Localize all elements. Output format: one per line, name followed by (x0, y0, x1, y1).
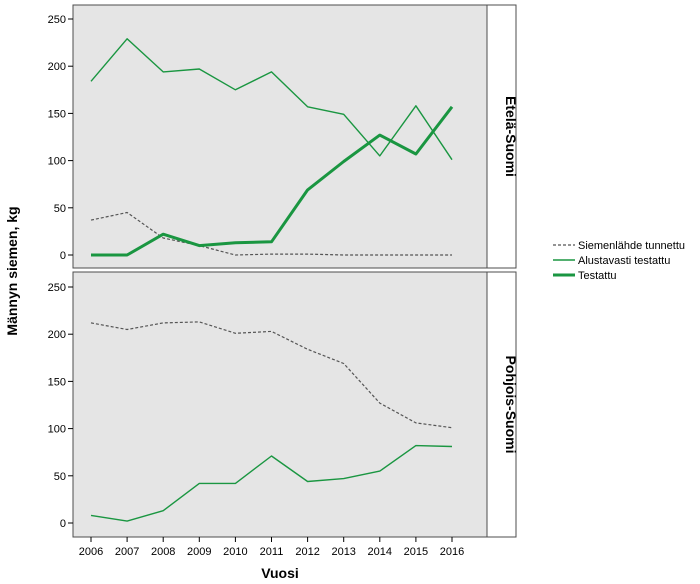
panel-strip (486, 4, 517, 269)
series-line-siemenlähde-tunnettu (90, 321, 453, 429)
y-tick-label: 50 (54, 471, 66, 483)
x-tick-label: 2016 (440, 546, 464, 558)
y-tick-label: 100 (48, 156, 66, 168)
legend: Siemenlähde tunnettu Alustavasti testattu… (553, 240, 685, 282)
y-tick-label: 50 (54, 203, 66, 215)
y-tick-label: 200 (48, 329, 66, 341)
x-axis-title: Vuosi (261, 565, 299, 581)
x-axis: 2006 2007 2008 2009 2010 2011 2012 2013 2014 2015… (79, 537, 464, 558)
x-tick-label: 2009 (187, 546, 211, 558)
y-tick-label: 100 (48, 424, 66, 436)
series-line-alustavasti-testattu (90, 38, 453, 161)
x-tick-label: 2013 (331, 546, 355, 558)
x-tick-label: 2007 (115, 546, 139, 558)
x-tick-label: 2010 (223, 546, 247, 558)
x-tick-label: 2006 (79, 546, 103, 558)
legend-label: Testattu (578, 270, 617, 282)
series-line-testattu (91, 105, 454, 257)
x-tick-label: 2011 (260, 546, 284, 558)
legend-label: Alustavasti testattu (578, 255, 670, 267)
y-tick-label: 0 (60, 518, 66, 530)
plot-area (72, 4, 488, 269)
y-tick-label: 0 (60, 250, 66, 262)
y-tick-label: 250 (48, 282, 66, 294)
panel-strip (486, 271, 517, 538)
panel-1: Pohjois-Suomi 0 50 100 150 200 250 (48, 271, 519, 538)
panel-0: Etelä-Suomi 0 50 100 150 200 250 (48, 4, 519, 269)
legend-label: Siemenlähde tunnettu (578, 240, 685, 252)
x-tick-label: 2008 (151, 546, 175, 558)
plot-area (72, 271, 488, 538)
series-line-alustavasti-testattu (90, 444, 453, 522)
panels-layer: Etelä-Suomi 0 50 100 150 200 250 Pohjois-Suomi 0… (48, 4, 519, 538)
series-line-siemenlähde-tunnettu (90, 211, 452, 256)
panel-label: Etelä-Suomi (503, 96, 519, 177)
y-axis-title: Männyn siemen, kg (4, 206, 20, 335)
panel-label: Pohjois-Suomi (503, 356, 519, 454)
y-tick-label: 250 (48, 14, 66, 26)
y-tick-label: 150 (48, 376, 66, 388)
x-tick-label: 2015 (404, 546, 428, 558)
x-tick-label: 2012 (295, 546, 319, 558)
y-tick-label: 150 (48, 108, 66, 120)
y-tick-label: 200 (48, 61, 66, 73)
x-tick-label: 2014 (368, 546, 392, 558)
